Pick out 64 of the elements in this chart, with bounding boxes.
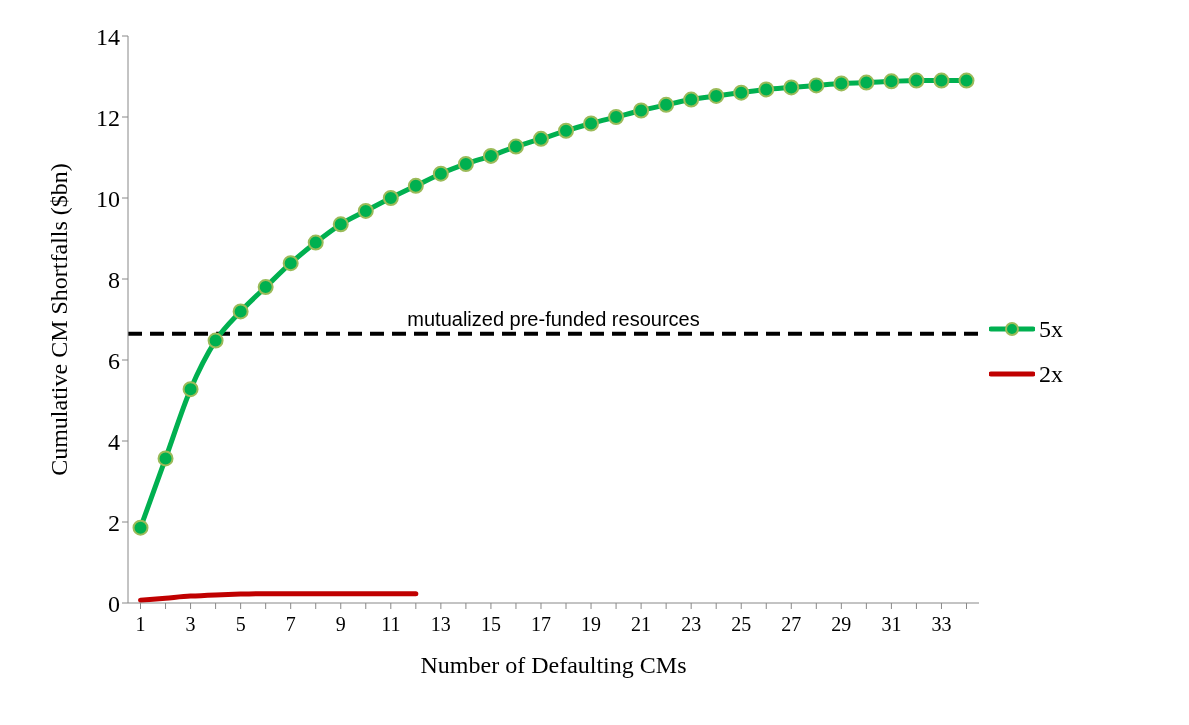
point	[357, 202, 374, 219]
x-tick-label: 11	[381, 613, 401, 635]
y-tick-label: 14	[96, 23, 120, 50]
point	[908, 72, 925, 89]
point	[808, 77, 825, 94]
point	[382, 190, 399, 206]
point	[583, 115, 600, 132]
point	[182, 381, 199, 398]
x-tick-label: 31	[881, 613, 902, 635]
point	[132, 519, 149, 536]
x-tick-label: 5	[235, 613, 246, 635]
x-tick-label: 25	[731, 613, 752, 635]
y-tick-label: 6	[108, 347, 120, 374]
x-tick-label: 27	[781, 613, 802, 635]
x-tick-label: 9	[335, 613, 346, 635]
y-tick-label: 2	[108, 509, 120, 536]
y-axis-title: Cumulative CM Shortfalls ($bn)	[45, 163, 72, 476]
point	[733, 84, 750, 101]
x-tick-label: 33	[931, 613, 952, 635]
x-tick-label: 7	[285, 613, 296, 635]
point	[232, 303, 249, 320]
point	[507, 138, 524, 155]
point	[783, 79, 800, 96]
point	[683, 91, 700, 108]
x-tick-label: 23	[681, 613, 702, 635]
x-tick-label: 15	[480, 613, 501, 635]
x-tick-label: 3	[185, 613, 196, 635]
ref-line-label: mutualized pre-funded resources	[407, 307, 700, 330]
point	[608, 109, 625, 125]
point	[708, 87, 725, 104]
x-tick-label: 29	[831, 613, 852, 635]
point	[207, 332, 224, 349]
x-axis-title: Number of Defaulting CMs	[420, 652, 687, 678]
point	[457, 155, 474, 172]
point	[407, 177, 424, 194]
point	[307, 234, 324, 251]
point	[332, 216, 349, 233]
y-tick-label: 10	[96, 185, 120, 212]
point	[933, 72, 950, 89]
legend-label: 5x	[1039, 315, 1063, 343]
point	[833, 75, 850, 92]
x-tick-label: 19	[581, 613, 602, 635]
point	[558, 122, 575, 139]
point	[758, 81, 775, 98]
point	[532, 130, 549, 147]
point	[282, 255, 299, 272]
legend-label: 2x	[1039, 360, 1063, 388]
point	[883, 73, 900, 90]
point	[432, 165, 449, 182]
point	[658, 96, 675, 113]
y-tick-label: 4	[108, 428, 120, 455]
x-tick-label: 1	[135, 613, 146, 635]
x-tick-label: 21	[631, 613, 652, 635]
point	[157, 450, 174, 467]
y-tick-label: 8	[108, 266, 120, 293]
point	[958, 72, 975, 89]
point	[482, 147, 499, 164]
y-tick-label: 12	[96, 104, 120, 131]
y-tick-label: 0	[108, 590, 120, 617]
x-tick-label: 17	[530, 613, 551, 635]
point	[858, 74, 875, 91]
x-tick-label: 13	[430, 613, 451, 635]
point	[633, 102, 650, 119]
point	[257, 279, 274, 296]
